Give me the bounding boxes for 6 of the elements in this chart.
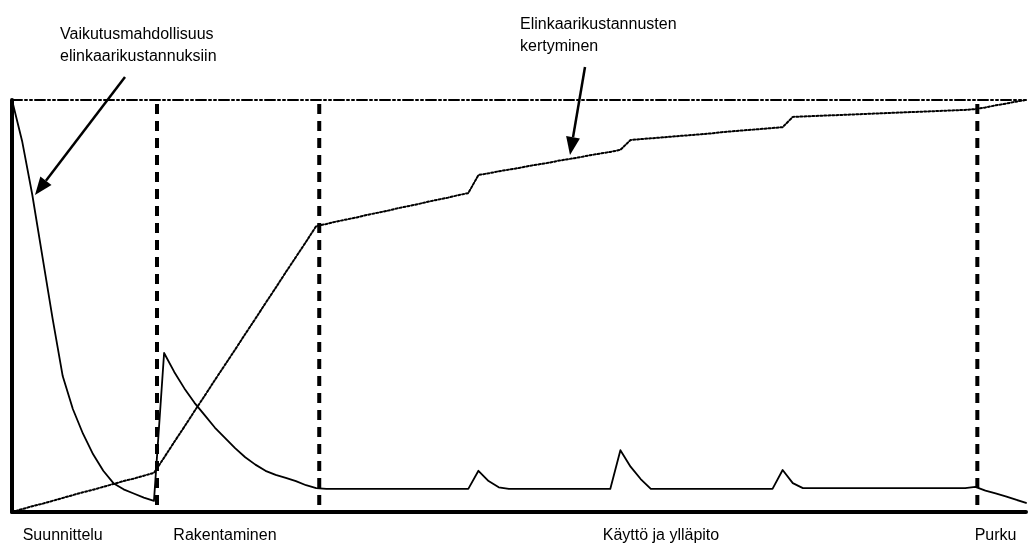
x-tick-label: Käyttö ja ylläpito [602, 525, 720, 543]
text: Elinkaarikustannusten kertyminen [520, 14, 677, 54]
x-tick-label: Suunnittelu [22, 525, 103, 543]
x-tick-label: Rakentaminen [173, 525, 277, 543]
text: Vaikutusmahdollisuus elinkaarikustannuksiin [60, 24, 217, 64]
x-tick-label: Purku [974, 525, 1017, 543]
